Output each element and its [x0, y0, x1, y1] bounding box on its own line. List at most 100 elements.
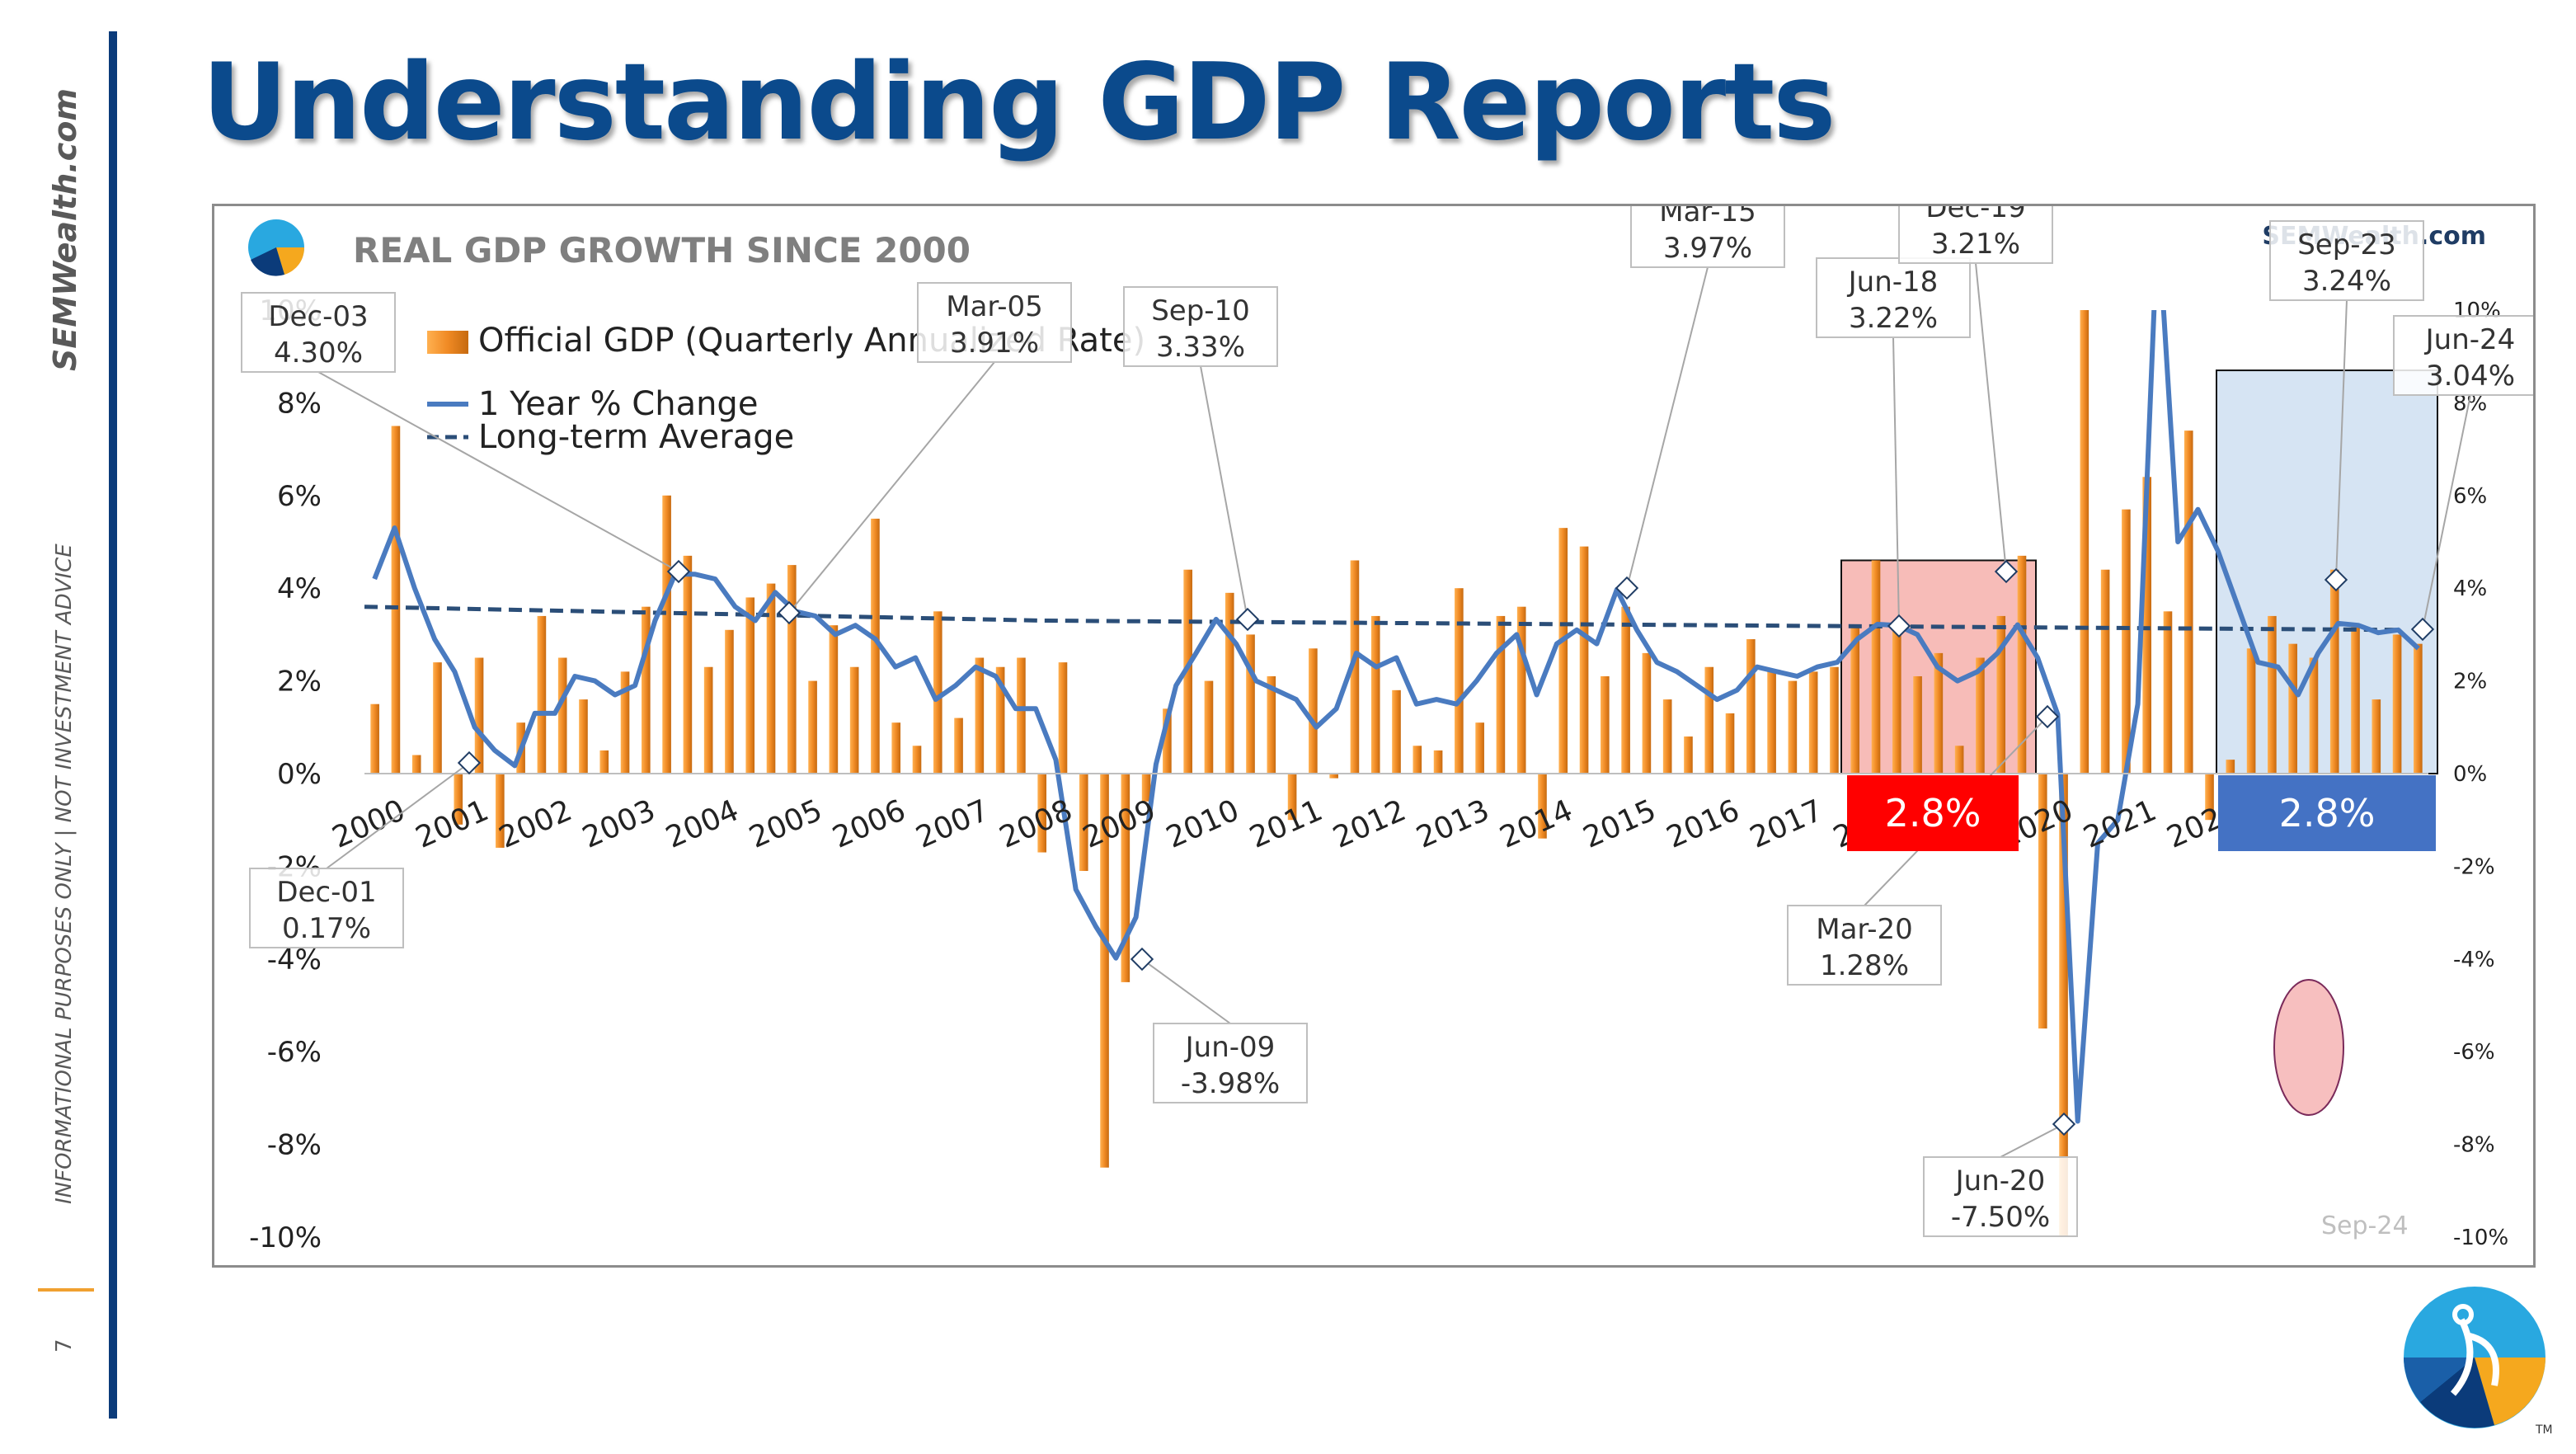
gdp-bar [2017, 555, 2027, 774]
y-right-tick-label: 4% [2453, 576, 2487, 601]
long-term-average-line [364, 605, 2404, 633]
line-marker-icon [1994, 559, 2019, 584]
callout-box [1630, 206, 1785, 268]
callout-leader-line [317, 371, 679, 572]
vertical-disclaimer-text: INFORMATIONAL PURPOSES ONLY | NOT INVEST… [52, 543, 77, 1204]
callout-box [2393, 315, 2533, 396]
gdp-bar [1350, 560, 1360, 774]
gdp-bar [557, 657, 567, 774]
gdp-bar [1392, 689, 1401, 774]
callout-label: Mar-20 [1816, 913, 1913, 946]
gdp-bar [474, 657, 484, 774]
gdp-bar [1767, 671, 1776, 774]
chart-logo-slice-icon [276, 247, 305, 275]
gdp-bar [2183, 431, 2193, 774]
gdp-bar [642, 606, 651, 774]
gdp-bar [1976, 657, 1985, 774]
callout-value: 1.28% [1820, 949, 1909, 982]
chart-logo-slice-icon [251, 247, 284, 276]
gdp-bar [1121, 774, 1131, 982]
line-marker-icon [1235, 607, 1260, 632]
trademark-text: TM [2535, 1423, 2552, 1435]
gdp-bar [2205, 774, 2214, 821]
callout-leader-line [788, 361, 995, 614]
x-year-label: 2000 [327, 793, 410, 855]
callout-value: 3.97% [1663, 232, 1752, 265]
x-year-label: 2007 [911, 793, 994, 855]
gdp-bar [2392, 634, 2402, 774]
highlight-label-bg-blue [2218, 775, 2436, 851]
callout-leader-line [2335, 299, 2348, 581]
gdp-bar [1934, 652, 1944, 774]
y-tick-label: 0% [277, 758, 322, 791]
callout-box [2269, 220, 2424, 301]
gdp-bar [1642, 652, 1652, 774]
callout-leader-line [326, 762, 470, 869]
gdp-bar [1079, 774, 1088, 872]
callout-box [1816, 257, 1971, 338]
callout-label: Dec-01 [276, 876, 376, 909]
gdp-bar [871, 518, 880, 774]
gdp-bar [620, 671, 630, 774]
y-tick-label: -10% [249, 1221, 322, 1254]
callout-label: Jun-09 [1184, 1031, 1276, 1064]
x-year-label: 2012 [1328, 793, 1411, 855]
gdp-bar [954, 718, 963, 774]
x-year-label: 2003 [578, 793, 660, 855]
callout-label: Dec-03 [268, 300, 368, 333]
page-number: 7 [52, 1339, 77, 1353]
y-tick-label: 2% [277, 666, 322, 699]
highlight-label-bg-red [1847, 775, 2019, 851]
line-marker-icon [457, 751, 482, 775]
gdp-bar [1455, 588, 1464, 774]
highlight-label-red: 2.8% [1885, 791, 1981, 835]
y-tick-label: 6% [277, 480, 322, 513]
x-year-label: 2017 [1745, 793, 1827, 855]
gdp-bar [703, 666, 713, 774]
gdp-bar [2163, 611, 2173, 774]
gdp-bar [2080, 310, 2089, 774]
gdp-bar [2142, 477, 2151, 774]
callout-value: -7.50% [1951, 1201, 2050, 1234]
gdp-bar [2288, 643, 2297, 774]
y-right-tick-label: 0% [2453, 762, 2487, 787]
callout-value: 3.24% [2302, 265, 2391, 298]
x-year-label: 2015 [1578, 793, 1661, 855]
y-right-tick-label: 2% [2453, 670, 2487, 694]
gdp-bar [1017, 657, 1026, 774]
gdp-bar [891, 722, 901, 774]
gdp-bar [1558, 528, 1568, 774]
line-marker-icon [2410, 617, 2435, 642]
gdp-bar [1496, 615, 1506, 774]
line-marker-icon [1615, 576, 1639, 600]
chart-frame: REAL GDP GROWTH SINCE 2000SEMWealth.com1… [212, 204, 2536, 1268]
gdp-bar [599, 750, 609, 774]
gdp-bar [411, 755, 421, 774]
y-right-tick-label: 6% [2453, 484, 2487, 509]
callout-value: 3.91% [950, 327, 1039, 360]
callout-leader-line [1892, 336, 1900, 627]
vertical-brand-text: SEMWealth.com [47, 88, 83, 371]
gdp-bar [2309, 657, 2319, 774]
gdp-bar [1892, 620, 1901, 774]
gdp-bar [1830, 666, 1839, 774]
callout-leader-line [1141, 958, 1231, 1024]
semwealth-logo: TM [2404, 1287, 2552, 1435]
y-tick-label: 8% [277, 387, 322, 420]
gdp-chart: REAL GDP GROWTH SINCE 2000SEMWealth.com1… [241, 206, 2533, 1254]
gdp-bar [1141, 774, 1151, 802]
gdp-bar [1329, 774, 1338, 779]
callout-label: Mar-15 [1659, 206, 1756, 228]
x-year-label: 2013 [1412, 793, 1494, 855]
line-marker-icon [666, 559, 691, 584]
x-year-label: 2004 [661, 793, 744, 855]
gdp-bar [808, 680, 817, 774]
gdp-bar [725, 629, 734, 774]
gdp-bar [1788, 680, 1798, 774]
x-year-label: 2011 [1245, 793, 1328, 855]
gdp-bar [1058, 662, 1068, 774]
callout-label: Jun-18 [1847, 266, 1939, 299]
callout-box [1923, 1156, 2078, 1237]
y-tick-label: -4% [267, 943, 322, 976]
line-marker-icon [2324, 567, 2348, 592]
